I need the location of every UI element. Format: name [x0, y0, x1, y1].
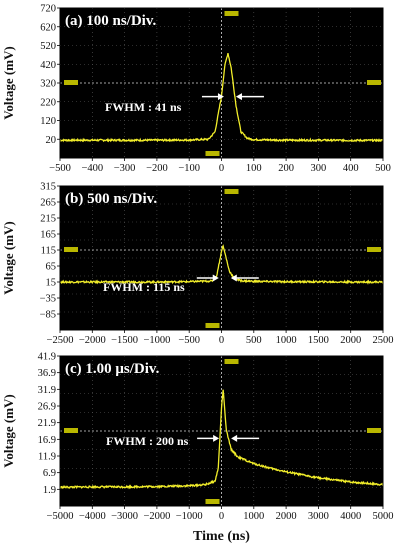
chart-panel-1: FWHM : 115 ns (b) 500 ns/Div. −85 −35 15 65 11…: [1, 182, 394, 347]
y-tick-label: 21.9: [38, 418, 56, 429]
time-marker-top: [224, 11, 239, 16]
x-tick-label: 3000: [308, 511, 329, 522]
y-tick-label: 115: [41, 246, 56, 257]
y-tick-label: 215: [40, 214, 56, 225]
fwhm-annotation: FWHM : 115 ns: [103, 280, 185, 294]
x-tick-label: 0: [219, 511, 224, 522]
x-tick-label: 400: [343, 163, 359, 174]
fwhm-arrowhead-right: [231, 434, 238, 442]
trigger-marker-right: [367, 428, 381, 433]
time-marker-bottom: [205, 323, 220, 328]
fwhm-arrowhead-left: [217, 93, 224, 101]
time-marker-top: [224, 189, 239, 194]
x-tick-label: −2000: [79, 335, 106, 346]
chart-panel-2: FWHM : 200 ns (c) 1.00 μs/Div. 1.9 6.9 11.9 1…: [1, 352, 394, 545]
panel-title: (a) 100 ns/Div.: [65, 13, 157, 29]
y-tick-label: 26.9: [38, 402, 56, 413]
x-tick-label: 1500: [308, 335, 329, 346]
y-tick-label: 520: [40, 41, 56, 52]
y-tick-label: 6.9: [43, 468, 56, 479]
y-axis-label: Voltage (mV): [1, 394, 16, 468]
y-tick-label: 15: [46, 278, 57, 289]
x-tick-label: 5000: [373, 511, 394, 522]
x-tick-label: 2500: [373, 335, 394, 346]
x-tick-label: 0: [219, 163, 224, 174]
y-tick-label: 31.9: [38, 385, 56, 396]
fwhm-arrowhead-left: [213, 434, 220, 442]
y-tick-label: 315: [40, 182, 56, 193]
x-tick-label: −400: [81, 163, 103, 174]
x-tick-label: −5000: [47, 511, 74, 522]
y-tick-label: 220: [40, 97, 56, 108]
y-tick-label: 720: [40, 4, 56, 15]
y-tick-label: 16.9: [38, 435, 56, 446]
y-axis-label: Voltage (mV): [1, 46, 16, 120]
x-tick-label: −2000: [143, 511, 170, 522]
fwhm-arrowhead-left: [212, 274, 219, 282]
x-tick-label: −3000: [111, 511, 138, 522]
panel-title: (b) 500 ns/Div.: [65, 191, 157, 207]
trigger-marker-right: [367, 80, 381, 85]
y-tick-label: 36.9: [38, 368, 56, 379]
x-tick-label: −500: [178, 335, 200, 346]
y-tick-label: 20: [46, 135, 57, 146]
x-tick-label: 4000: [340, 511, 361, 522]
y-tick-label: 11.9: [38, 452, 56, 463]
x-tick-label: 2000: [276, 511, 297, 522]
chart-panel-0: FWHM : 41 ns (a) 100 ns/Div. 20 120 220 320 42…: [1, 4, 391, 175]
y-tick-label: 1.9: [43, 485, 56, 496]
y-axis-label: Voltage (mV): [1, 221, 16, 295]
y-tick-label: −35: [40, 294, 56, 305]
x-axis-label: Time (ns): [193, 529, 250, 544]
trigger-marker-left: [64, 80, 78, 85]
y-tick-label: 320: [40, 79, 56, 90]
x-tick-label: −500: [49, 163, 71, 174]
trigger-marker-right: [367, 247, 381, 252]
time-marker-top: [224, 359, 239, 364]
y-tick-label: 420: [40, 60, 56, 71]
trigger-marker-left: [64, 428, 78, 433]
fwhm-annotation: FWHM : 41 ns: [105, 100, 182, 114]
fwhm-arrowhead-right: [235, 93, 242, 101]
panel-title: (c) 1.00 μs/Div.: [65, 361, 160, 377]
x-tick-label: −1000: [143, 335, 170, 346]
x-tick-label: 0: [219, 335, 224, 346]
time-marker-bottom: [205, 151, 220, 156]
y-tick-label: 265: [40, 198, 56, 209]
y-tick-label: 165: [40, 230, 56, 241]
trigger-marker-left: [64, 247, 78, 252]
y-tick-label: 65: [46, 262, 57, 273]
y-tick-label: −85: [40, 310, 56, 321]
x-tick-label: −2500: [47, 335, 74, 346]
x-tick-label: 1000: [276, 335, 297, 346]
x-tick-label: −100: [178, 163, 200, 174]
x-tick-label: 1000: [243, 511, 264, 522]
x-tick-label: 500: [246, 335, 262, 346]
x-tick-label: −1000: [176, 511, 203, 522]
fwhm-arrowhead-right: [230, 274, 237, 282]
x-tick-label: −200: [146, 163, 168, 174]
y-tick-label: 620: [40, 22, 56, 33]
x-tick-label: 2000: [340, 335, 361, 346]
fwhm-annotation: FWHM : 200 ns: [106, 434, 189, 448]
x-tick-label: 300: [311, 163, 327, 174]
x-tick-label: 500: [375, 163, 391, 174]
waveform-line: [59, 244, 384, 285]
x-tick-label: −1500: [111, 335, 138, 346]
x-tick-label: 100: [246, 163, 262, 174]
x-tick-label: 200: [278, 163, 294, 174]
x-tick-label: −4000: [79, 511, 106, 522]
time-marker-bottom: [205, 499, 220, 504]
y-tick-label: 41.9: [38, 352, 56, 363]
x-tick-label: −300: [114, 163, 136, 174]
y-tick-label: 120: [40, 116, 56, 127]
waveform-line: [59, 389, 384, 490]
